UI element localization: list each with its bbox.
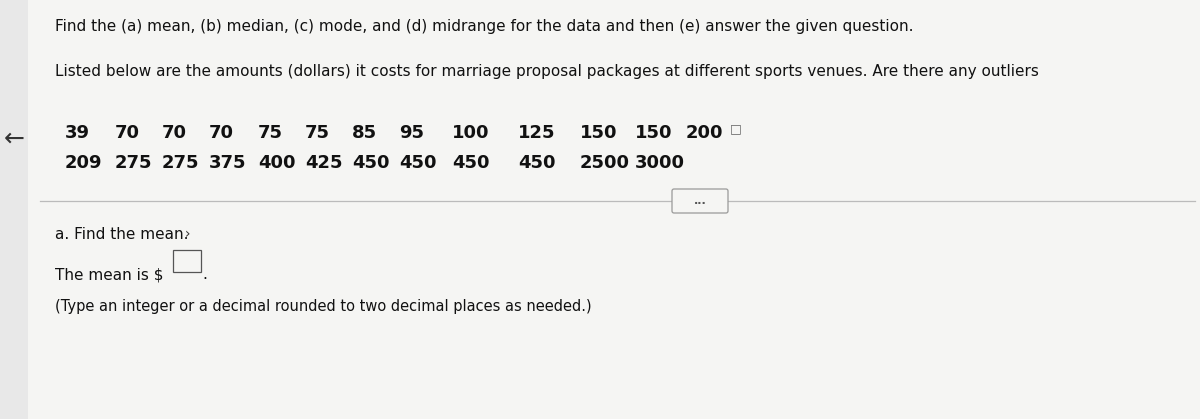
FancyBboxPatch shape	[28, 0, 1200, 419]
Text: The mean is $: The mean is $	[55, 267, 163, 282]
Text: 200: 200	[686, 124, 724, 142]
Text: 70: 70	[162, 124, 187, 142]
Text: (Type an integer or a decimal rounded to two decimal places as needed.): (Type an integer or a decimal rounded to…	[55, 299, 592, 314]
Text: .: .	[202, 267, 206, 282]
Text: ...: ...	[694, 196, 707, 206]
FancyBboxPatch shape	[173, 250, 202, 272]
Text: 75: 75	[305, 124, 330, 142]
Text: 375: 375	[209, 154, 246, 172]
Text: 100: 100	[452, 124, 490, 142]
Text: 70: 70	[115, 124, 140, 142]
Text: 39: 39	[65, 124, 90, 142]
Text: 70: 70	[209, 124, 234, 142]
Text: 450: 450	[352, 154, 390, 172]
Text: 450: 450	[452, 154, 490, 172]
Text: 85: 85	[352, 124, 377, 142]
Text: □: □	[730, 122, 742, 135]
Text: 150: 150	[635, 124, 672, 142]
Text: 3000: 3000	[635, 154, 685, 172]
Text: a. Find the mean.: a. Find the mean.	[55, 227, 188, 242]
Text: ←: ←	[4, 127, 24, 151]
Text: Find the (a) mean, (b) median, (c) mode, and (d) midrange for the data and then : Find the (a) mean, (b) median, (c) mode,…	[55, 19, 913, 34]
Text: 95: 95	[398, 124, 424, 142]
Text: 450: 450	[398, 154, 437, 172]
FancyBboxPatch shape	[672, 189, 728, 213]
Text: 400: 400	[258, 154, 295, 172]
Text: 150: 150	[580, 124, 618, 142]
Text: 75: 75	[258, 124, 283, 142]
Text: 450: 450	[518, 154, 556, 172]
Text: 209: 209	[65, 154, 102, 172]
Text: 425: 425	[305, 154, 342, 172]
Text: ›: ›	[185, 227, 191, 241]
Text: 275: 275	[162, 154, 199, 172]
Text: 125: 125	[518, 124, 556, 142]
Text: 275: 275	[115, 154, 152, 172]
Text: 2500: 2500	[580, 154, 630, 172]
Text: Listed below are the amounts (dollars) it costs for marriage proposal packages a: Listed below are the amounts (dollars) i…	[55, 64, 1039, 79]
